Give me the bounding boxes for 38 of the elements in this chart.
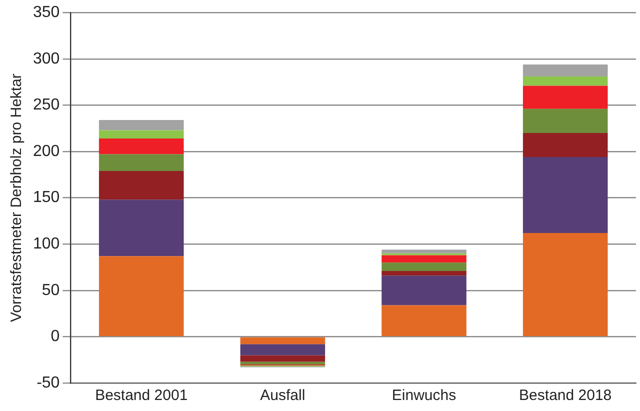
bar [522,86,608,109]
bar [240,362,326,364]
y-tick-label: 200 [32,142,60,160]
bar [240,337,326,344]
y-axis-title: Vorratsfestmeter Derbholz pro Hektar [8,74,26,322]
y-tick-label: 300 [32,50,60,68]
bar [522,108,608,133]
x-tick-label: Einwuchs [392,387,456,404]
bar [240,355,326,362]
x-tick-label: Bestand 2001 [95,387,188,404]
bar [522,76,608,86]
y-tick-label: 350 [32,4,60,22]
bar [382,270,466,276]
bar [382,305,466,336]
bar [522,132,608,158]
bar [522,64,608,76]
bar [98,138,184,154]
bar [522,232,608,336]
bar [382,262,466,271]
bar [522,157,608,233]
x-tick-label: Bestand 2018 [519,387,612,404]
bar [240,344,326,356]
bar [382,250,466,254]
bar [98,130,184,139]
bar [98,256,184,336]
y-tick-label: 100 [32,236,60,253]
bar [98,170,184,200]
y-tick-label: 150 [32,189,60,206]
bar [382,255,466,263]
y-tick-label: -50 [36,374,60,392]
bar [382,276,466,306]
bar [98,120,184,130]
y-tick-label: 50 [42,282,60,299]
y-tick-label: 250 [32,96,60,114]
y-tick-label: 0 [50,328,60,346]
bar [98,154,184,171]
bar [98,200,184,256]
x-tick-label: Ausfall [260,387,306,404]
